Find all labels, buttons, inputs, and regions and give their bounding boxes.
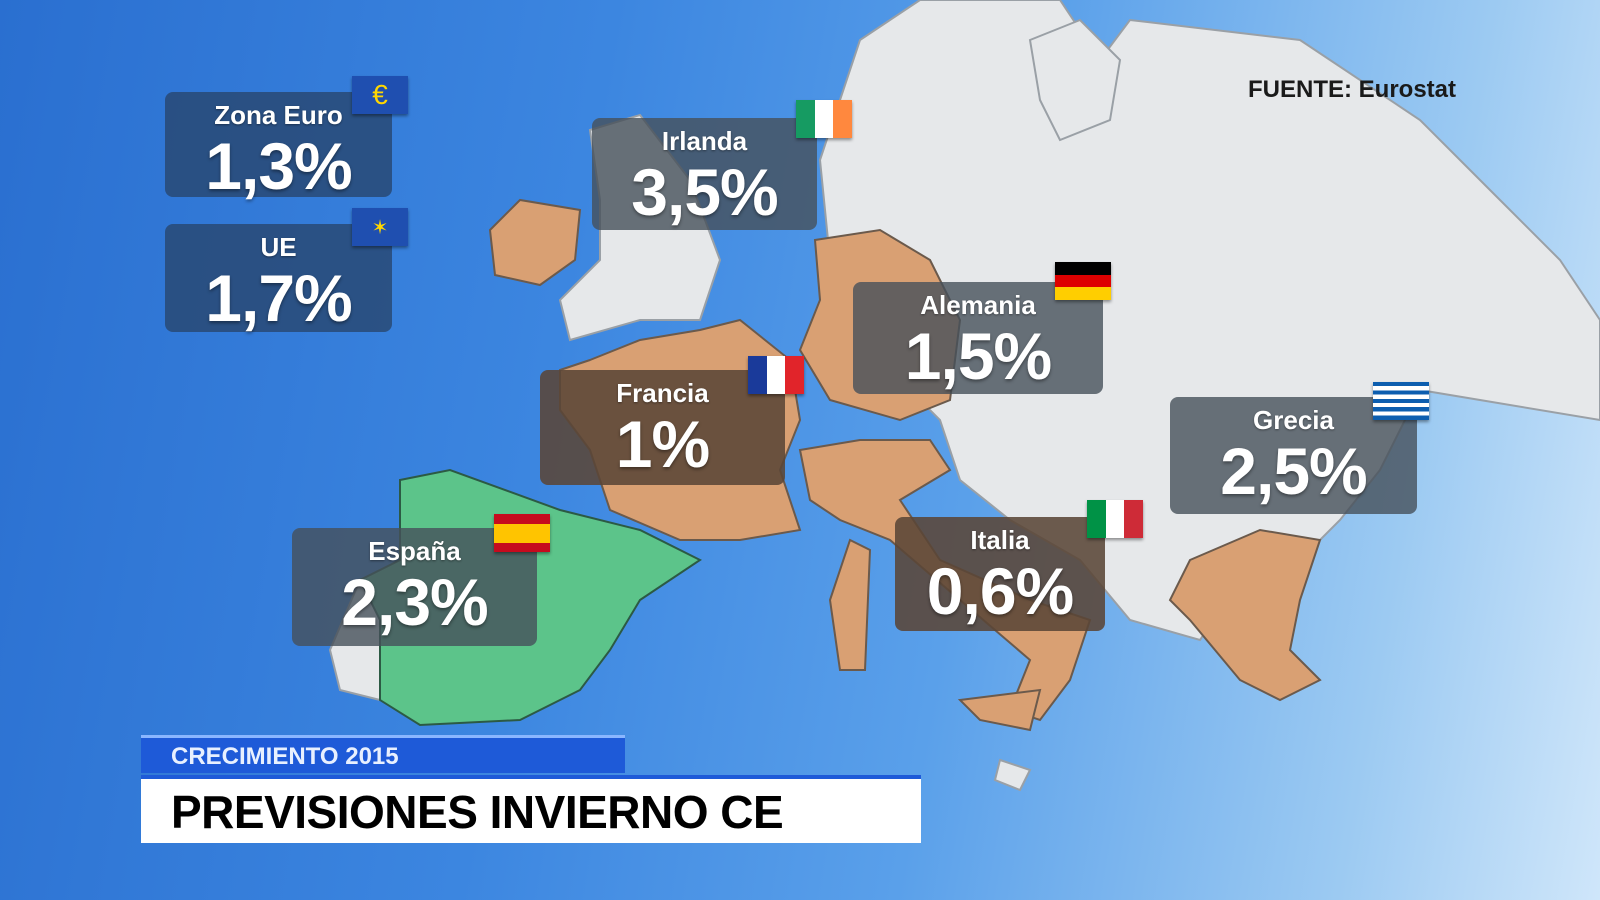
ticker-tag: CRECIMIENTO 2015 <box>141 735 625 773</box>
label-grecia: Grecia 2,5% <box>1170 397 1417 514</box>
france-flag-icon <box>748 356 805 394</box>
sicily-shape <box>957 688 1042 732</box>
greece-shape <box>1168 528 1322 702</box>
italy-flag-icon <box>1087 500 1144 538</box>
finland-land <box>1028 18 1122 142</box>
germany-flag-icon <box>1055 262 1111 301</box>
eu-flag-icon: ✶ <box>352 208 408 246</box>
label-francia: Francia 1% <box>540 370 785 485</box>
label-irlanda: Irlanda 3,5% <box>592 118 817 230</box>
euro-flag-icon: € <box>352 76 408 114</box>
ireland-shape <box>488 198 582 287</box>
ticker-title: PREVISIONES INVIERNO CE <box>141 775 921 843</box>
label-italia: Italia 0,6% <box>895 517 1105 631</box>
greece-flag-icon <box>1373 382 1429 420</box>
ireland-flag-icon <box>796 100 853 138</box>
sardinia-shape <box>828 538 872 671</box>
label-zona-euro: Zona Euro 1,3% <box>165 92 392 201</box>
source-label: FUENTE: Eurostat <box>1248 76 1457 103</box>
spain-flag-icon <box>494 514 550 552</box>
label-alemania: Alemania 1,5% <box>853 282 1103 394</box>
